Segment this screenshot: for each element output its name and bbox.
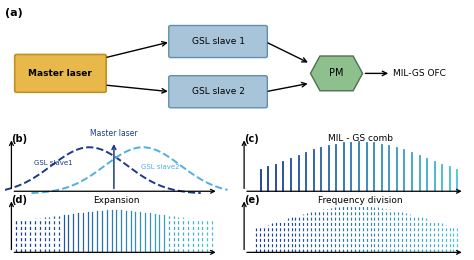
Text: MIL-GS OFC: MIL-GS OFC bbox=[393, 69, 447, 78]
Text: (a): (a) bbox=[5, 8, 22, 18]
FancyBboxPatch shape bbox=[15, 54, 106, 92]
Text: Expansion: Expansion bbox=[93, 196, 139, 205]
Text: GSL slave 2: GSL slave 2 bbox=[191, 87, 245, 96]
Text: Master laser: Master laser bbox=[90, 129, 138, 138]
Text: (e): (e) bbox=[244, 195, 260, 205]
Text: (d): (d) bbox=[11, 195, 27, 205]
Text: (c): (c) bbox=[244, 134, 259, 144]
Text: MIL - GS comb: MIL - GS comb bbox=[328, 134, 393, 144]
Polygon shape bbox=[310, 56, 363, 91]
Text: (b): (b) bbox=[11, 134, 27, 144]
FancyBboxPatch shape bbox=[169, 76, 267, 108]
Text: GSL slave2: GSL slave2 bbox=[141, 164, 180, 170]
FancyBboxPatch shape bbox=[169, 25, 267, 57]
Text: Frequency division: Frequency division bbox=[318, 196, 402, 205]
Text: GSL slave1: GSL slave1 bbox=[35, 160, 73, 166]
Text: GSL slave 1: GSL slave 1 bbox=[191, 37, 245, 46]
Text: Master laser: Master laser bbox=[28, 69, 92, 78]
Text: PM: PM bbox=[329, 68, 344, 79]
